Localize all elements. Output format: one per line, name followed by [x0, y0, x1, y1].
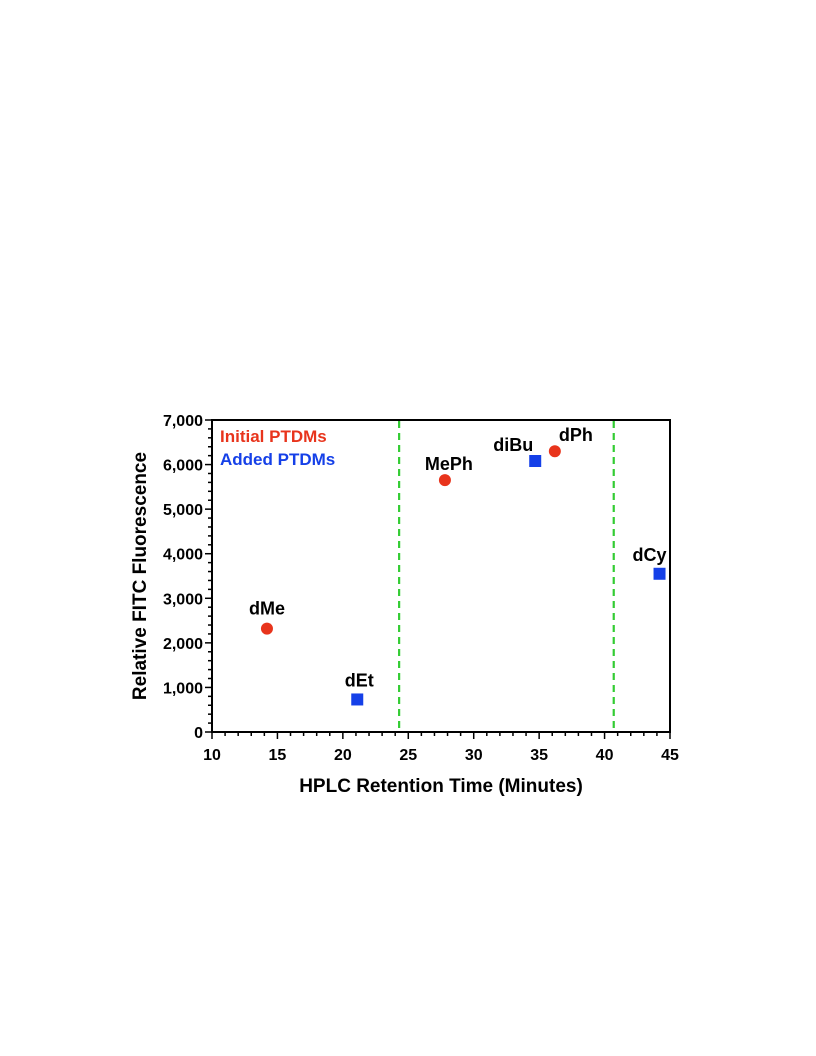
data-point [653, 567, 666, 580]
legend-entry: Added PTDMs [220, 450, 335, 469]
x-tick-label: 20 [334, 747, 352, 764]
y-tick-label: 4,000 [163, 547, 203, 564]
plot-frame [211, 419, 671, 733]
point-label: diBu [493, 435, 533, 455]
x-tick-label: 45 [661, 747, 679, 764]
x-tick-label: 25 [399, 747, 417, 764]
y-axis-title: Relative FITC Fluorescence [130, 452, 151, 700]
x-tick-label: 15 [269, 747, 287, 764]
y-tick-label: 6,000 [163, 458, 203, 475]
y-tick-label: 3,000 [163, 591, 203, 608]
data-point [260, 622, 273, 635]
point-label: dMe [249, 599, 285, 619]
data-point [438, 474, 451, 487]
x-tick-label: 40 [596, 747, 614, 764]
series-added-ptdms: dEt diBu dCy [345, 435, 667, 706]
y-tick-label: 0 [194, 725, 203, 742]
point-label: dEt [345, 670, 374, 690]
y-tick-label: 5,000 [163, 502, 203, 519]
x-tick-label: 30 [465, 747, 483, 764]
plot-layer: 10 15 20 25 30 35 40 45 0 1,000 2,000 3,000 4,000 5,0… [163, 413, 679, 764]
data-point [529, 455, 542, 468]
x-tick-label: 35 [530, 747, 548, 764]
legend-entry: Initial PTDMs [220, 427, 327, 446]
y-tick-label: 1,000 [163, 680, 203, 697]
point-label: MePh [425, 454, 473, 474]
data-point [351, 693, 364, 706]
point-label: dCy [633, 545, 667, 565]
y-tick-label: 2,000 [163, 636, 203, 653]
x-tick-label: 10 [203, 747, 221, 764]
series-initial-ptdms: dMe MePh dPh [249, 425, 593, 635]
x-axis-title: HPLC Retention Time (Minutes) [299, 776, 583, 797]
y-tick-label: 7,000 [163, 413, 203, 430]
point-label: dPh [559, 425, 593, 445]
data-point [548, 445, 561, 458]
